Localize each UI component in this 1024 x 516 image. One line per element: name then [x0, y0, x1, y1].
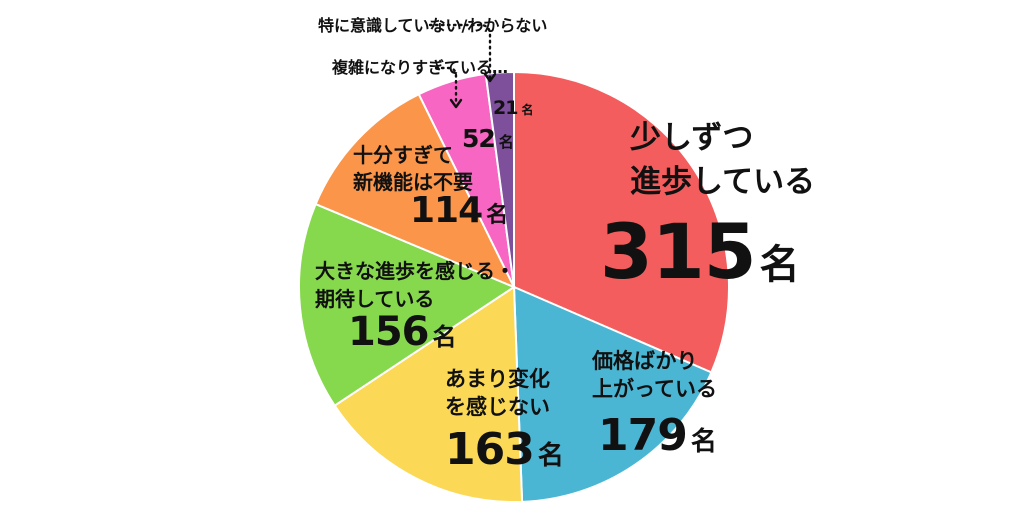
- slice-value-7: 21 名: [493, 97, 532, 119]
- slice-label-3-line-1: あまり変化: [445, 367, 550, 391]
- leaders-layer: [428, 23, 497, 109]
- slice-label-2-line-1: 価格ばかり: [591, 349, 697, 373]
- slice-value-3: 163 名: [445, 424, 563, 475]
- slice-label-5-line-2: 新機能は不要: [353, 170, 473, 194]
- slice-label-3-line-2: を感じない: [445, 395, 550, 419]
- slice-label-6-line-1: 複雑になりすぎている…: [331, 58, 508, 77]
- slice-label-1-line-1: 少しずつ: [630, 120, 753, 156]
- slice-value-6: 52 名: [462, 124, 513, 153]
- slice-value-5: 114 名: [410, 190, 507, 231]
- pie-slice-5: [314, 92, 517, 289]
- pie-slice-2: [512, 285, 713, 503]
- slice-label-1-line-2: 進歩している: [630, 164, 815, 200]
- slice-label-7-line-1: 特に意識していない/わからない: [318, 16, 547, 35]
- slice-value-1: 315 名: [600, 207, 799, 296]
- pie-slice-1: [513, 70, 730, 374]
- leader-arrow-7: [483, 72, 497, 83]
- leader-arrow-6: [449, 98, 463, 109]
- slice-value-2: 179 名: [598, 410, 716, 461]
- slice-label-4-line-2: 期待している: [315, 287, 434, 311]
- pie-slice-3: [333, 285, 524, 503]
- slice-label-2-line-2: 上がっている: [592, 377, 717, 401]
- pie-slice-4: [298, 202, 517, 407]
- slices-layer: [298, 70, 730, 503]
- slice-value-4: 156 名: [348, 309, 456, 355]
- slice-label-5-line-1: 十分すぎて: [353, 143, 453, 167]
- slice-label-4-line-1: 大きな進歩を感じる・: [315, 259, 515, 283]
- leader-line-7: [428, 23, 492, 80]
- leader-line-6: [434, 66, 458, 106]
